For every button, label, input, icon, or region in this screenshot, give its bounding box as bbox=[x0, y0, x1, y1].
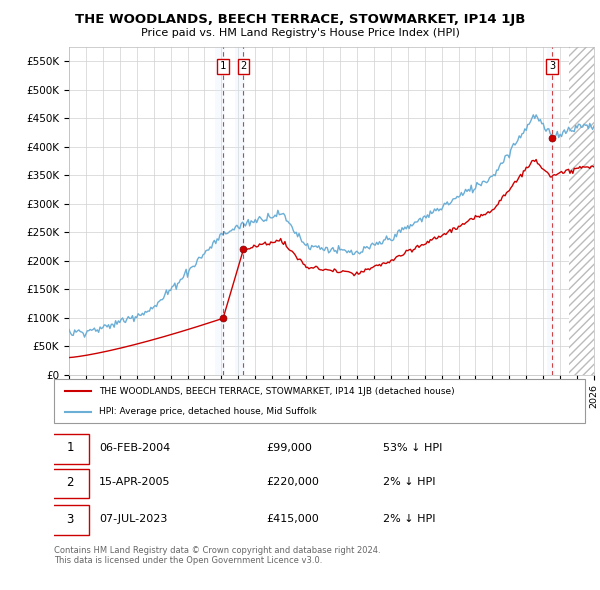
Bar bbox=[569, 47, 594, 375]
Bar bbox=[235, 47, 245, 375]
Text: 15-APR-2005: 15-APR-2005 bbox=[99, 477, 170, 487]
Text: £415,000: £415,000 bbox=[266, 514, 319, 524]
Text: 06-FEB-2004: 06-FEB-2004 bbox=[99, 443, 170, 453]
FancyBboxPatch shape bbox=[52, 468, 89, 499]
Text: Contains HM Land Registry data © Crown copyright and database right 2024.
This d: Contains HM Land Registry data © Crown c… bbox=[54, 546, 380, 565]
FancyBboxPatch shape bbox=[52, 434, 89, 464]
Text: 1: 1 bbox=[66, 441, 74, 454]
Text: 3: 3 bbox=[549, 61, 555, 71]
Text: THE WOODLANDS, BEECH TERRACE, STOWMARKET, IP14 1JB (detached house): THE WOODLANDS, BEECH TERRACE, STOWMARKET… bbox=[99, 386, 455, 396]
Text: 07-JUL-2023: 07-JUL-2023 bbox=[99, 514, 167, 524]
Text: 2: 2 bbox=[241, 61, 247, 71]
Text: THE WOODLANDS, BEECH TERRACE, STOWMARKET, IP14 1JB: THE WOODLANDS, BEECH TERRACE, STOWMARKET… bbox=[75, 13, 525, 26]
Text: 2% ↓ HPI: 2% ↓ HPI bbox=[383, 477, 436, 487]
Text: Price paid vs. HM Land Registry's House Price Index (HPI): Price paid vs. HM Land Registry's House … bbox=[140, 28, 460, 38]
Text: HPI: Average price, detached house, Mid Suffolk: HPI: Average price, detached house, Mid … bbox=[99, 408, 317, 417]
Text: 1: 1 bbox=[220, 61, 226, 71]
Text: 3: 3 bbox=[66, 513, 74, 526]
Text: 53% ↓ HPI: 53% ↓ HPI bbox=[383, 443, 443, 453]
FancyBboxPatch shape bbox=[54, 379, 585, 423]
FancyBboxPatch shape bbox=[52, 505, 89, 535]
Text: £220,000: £220,000 bbox=[266, 477, 319, 487]
Bar bbox=[547, 47, 554, 375]
Bar bbox=[569, 47, 594, 375]
Text: £99,000: £99,000 bbox=[266, 443, 312, 453]
Bar bbox=[215, 47, 225, 375]
Text: 2: 2 bbox=[66, 476, 74, 489]
Text: 2% ↓ HPI: 2% ↓ HPI bbox=[383, 514, 436, 524]
